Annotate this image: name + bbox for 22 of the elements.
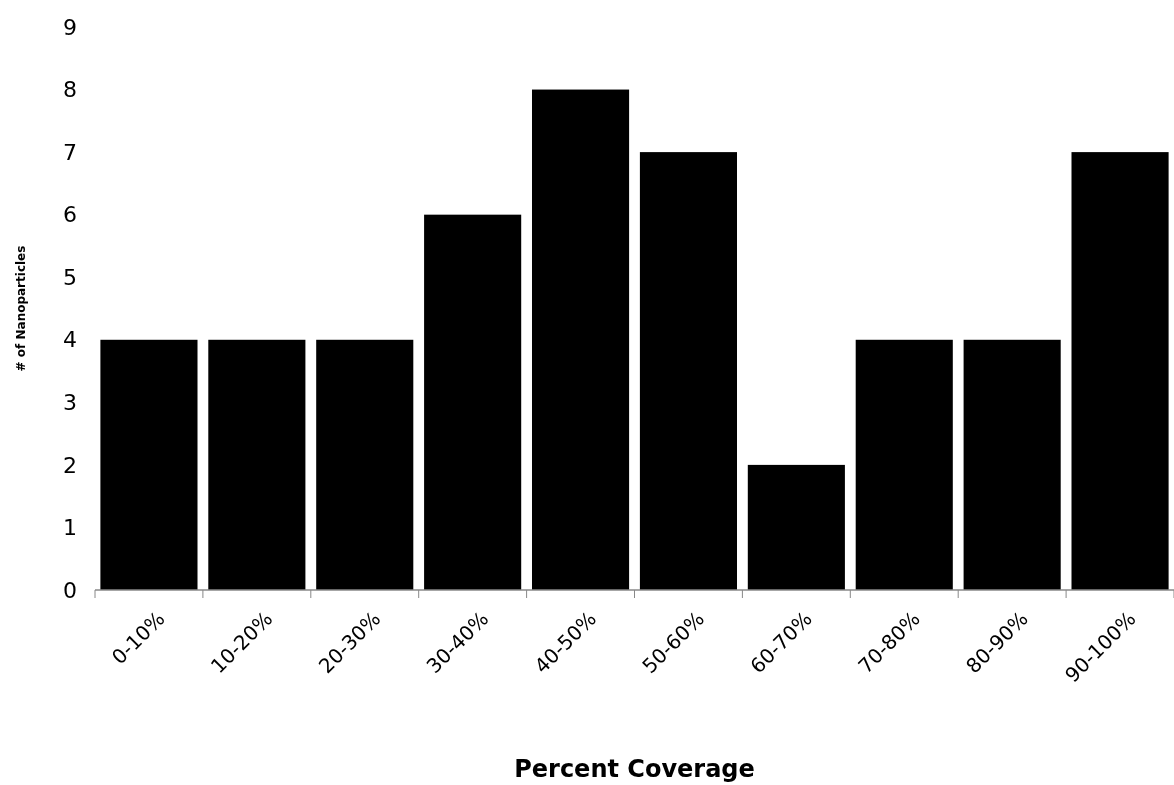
y-tick-label: 9 <box>63 14 77 40</box>
bar <box>424 214 522 590</box>
bar <box>855 339 953 590</box>
bar <box>316 339 414 590</box>
y-tick-label: 0 <box>63 577 77 603</box>
y-tick-label: 7 <box>63 139 77 165</box>
x-axis-title: Percent Coverage <box>514 755 755 783</box>
y-tick-label: 2 <box>63 452 77 478</box>
y-tick-label: 1 <box>63 515 77 541</box>
y-tick-label: 4 <box>63 327 77 353</box>
bar <box>747 464 845 590</box>
y-tick-label: 3 <box>63 390 77 416</box>
bar <box>1071 152 1169 590</box>
y-axis-title: # of Nanoparticles <box>14 245 28 372</box>
bar <box>639 152 738 590</box>
y-tick-label: 5 <box>63 264 77 290</box>
bar <box>208 339 306 590</box>
bar <box>963 339 1061 590</box>
y-tick-label: 8 <box>63 77 77 103</box>
bar <box>532 89 630 590</box>
bar <box>100 339 198 590</box>
y-tick-label: 6 <box>63 202 77 228</box>
